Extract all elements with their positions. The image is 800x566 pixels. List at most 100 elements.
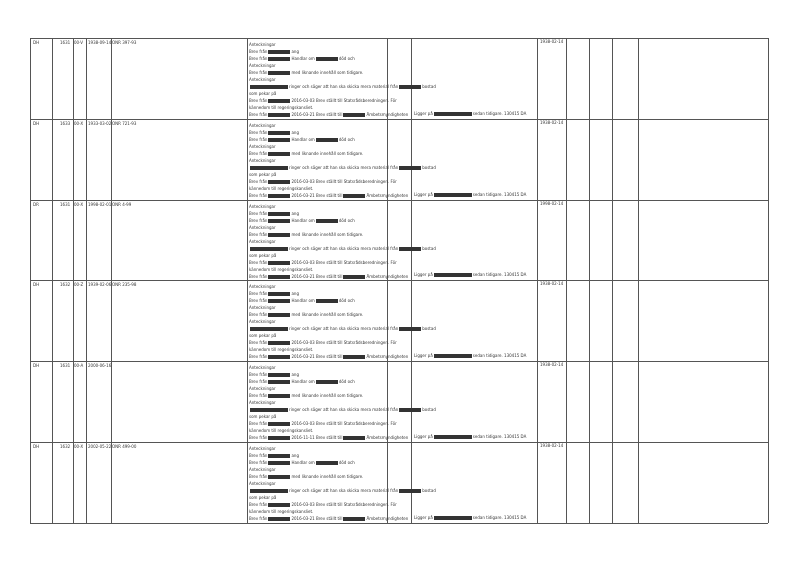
text: Brev från [249, 474, 268, 479]
note-line: kännedom till regeringskansliet. [249, 267, 313, 272]
cell-text: 2000-06-16 [88, 363, 111, 368]
redaction [268, 380, 291, 385]
note-line: Anteckningar [249, 386, 276, 391]
cell-text: 1633 [60, 121, 70, 126]
note-line: Anteckningar [249, 446, 276, 451]
text: Handlar om [291, 460, 315, 465]
text: bostad [422, 407, 436, 413]
text: Ligger på [414, 110, 433, 116]
redaction [268, 503, 291, 507]
note-line: Brev från 2016-03-21 Brev ställt till Ämbe… [249, 516, 408, 521]
text: kännedom till regeringskansliet. [249, 428, 314, 434]
text: 00-V [74, 40, 84, 45]
text: 1938-02-14 [540, 362, 564, 368]
text: ONR 721-93 [112, 120, 137, 126]
note-line: Anteckningar [249, 144, 276, 149]
note-line: Brev från 2016-03-03 Brev ställt till Sta… [249, 340, 397, 346]
note-line: Brev från 2016-03-21 Brev ställt till Ämbe… [249, 112, 408, 117]
note-line: Anteckningar [249, 319, 276, 324]
text: sedan tidigare. 130415 DA [472, 353, 527, 359]
cell-text: 1631 [60, 363, 70, 368]
text: död och [338, 379, 355, 385]
note-line: Anteckningar [249, 77, 276, 82]
text: Brev från [249, 259, 268, 265]
text: ang [291, 49, 299, 54]
note-line: Brev från med liknande innehåll som tidig… [249, 393, 363, 399]
text: 1633 [60, 120, 71, 126]
text: Anteckningar [249, 143, 276, 149]
note-line: Anteckningar [249, 239, 276, 244]
note-line: Brev från 2016-11-11 Brev ställt till Ämbe… [249, 435, 408, 441]
redaction [433, 273, 472, 278]
text: ang [291, 210, 299, 216]
cell-text: 1632 [60, 444, 70, 449]
text: Brev från [249, 129, 268, 135]
text: kännedom till regeringskansliet. [249, 105, 314, 110]
redaction [343, 274, 366, 279]
cell-text: 1938-09-14 [88, 40, 111, 45]
note-line: Brev från med liknande innehåll som tidig… [249, 151, 363, 156]
text: 00-Z [74, 282, 84, 288]
redaction [399, 246, 422, 251]
text: Anteckningar [249, 157, 276, 163]
text: sedan tidigare. 130415 DA [472, 272, 527, 278]
row-line [30, 199, 768, 201]
redaction [343, 193, 366, 198]
text: som pekar på [249, 252, 277, 258]
text: Brev från [249, 421, 268, 427]
text: 1938-02-14 [540, 443, 564, 448]
redaction [268, 475, 291, 479]
redaction [268, 454, 291, 458]
text: 2016-11-11 Brev ställt till [291, 435, 343, 441]
text: Ligger på [414, 272, 433, 278]
redaction [268, 113, 291, 117]
text: Anteckningar [249, 203, 276, 209]
note-line: Anteckningar [249, 42, 276, 47]
redaction [399, 408, 422, 413]
text: Brev från [249, 379, 268, 385]
text: Anteckningar [249, 122, 276, 128]
text: som pekar på [249, 171, 277, 177]
cell-text: ONR 235-98 [112, 282, 136, 287]
note-line: som pekar på [249, 253, 276, 258]
text: med liknande innehåll som tidigare. [291, 474, 364, 479]
note-line: Brev från med liknande innehåll som tidig… [249, 232, 363, 237]
redaction [268, 232, 291, 237]
cell-text: 1933-03-02 [88, 121, 111, 126]
cell-text: 00-V [74, 40, 83, 45]
redaction [268, 313, 291, 318]
text: Anteckningar [249, 319, 276, 325]
text: Ämbetsmyndigheten [366, 516, 409, 521]
note-line: ringer och säger att han ska skicka mera… [249, 165, 436, 170]
note-line: Anteckningar [249, 158, 276, 163]
note-line: Brev från Handlar om död och [249, 460, 355, 465]
text: 2016-03-03 Brev ställt till Statsrådsber… [291, 98, 397, 103]
redaction [268, 71, 291, 75]
status-line: Ligger på sedan tidigare. 130415 DA [414, 272, 527, 278]
redaction [399, 85, 422, 89]
row-line [30, 361, 768, 363]
text: Brev från [249, 70, 268, 75]
text: 2016-03-03 Brev ställt till Statsrådsber… [291, 178, 397, 184]
note-line: kännedom till regeringskansliet. [249, 509, 313, 514]
text: Anteckningar [249, 305, 276, 311]
note-line: Anteckningar [249, 365, 276, 370]
redaction [315, 137, 338, 142]
text: Brev från [249, 231, 268, 237]
text: Ligger på [414, 434, 433, 439]
text: Brev från [249, 273, 268, 279]
note-line: Brev från 2016-03-03 Brev ställt till Sta… [249, 260, 397, 265]
note-line: som pekar på [249, 333, 276, 338]
text: ONR 499-00 [112, 444, 137, 449]
redaction [268, 373, 291, 378]
text: 00-X [74, 120, 84, 126]
cell-text: 1631 [60, 202, 70, 207]
redaction [250, 246, 288, 251]
row-line [30, 522, 768, 524]
text: Handlar om [291, 379, 315, 385]
text: 1631 [60, 40, 71, 45]
cell-text: 00-X [74, 444, 83, 449]
text: bostad [422, 164, 436, 170]
text: sedan tidigare. 130415 DA [472, 434, 527, 439]
text: Handlar om [291, 217, 315, 223]
